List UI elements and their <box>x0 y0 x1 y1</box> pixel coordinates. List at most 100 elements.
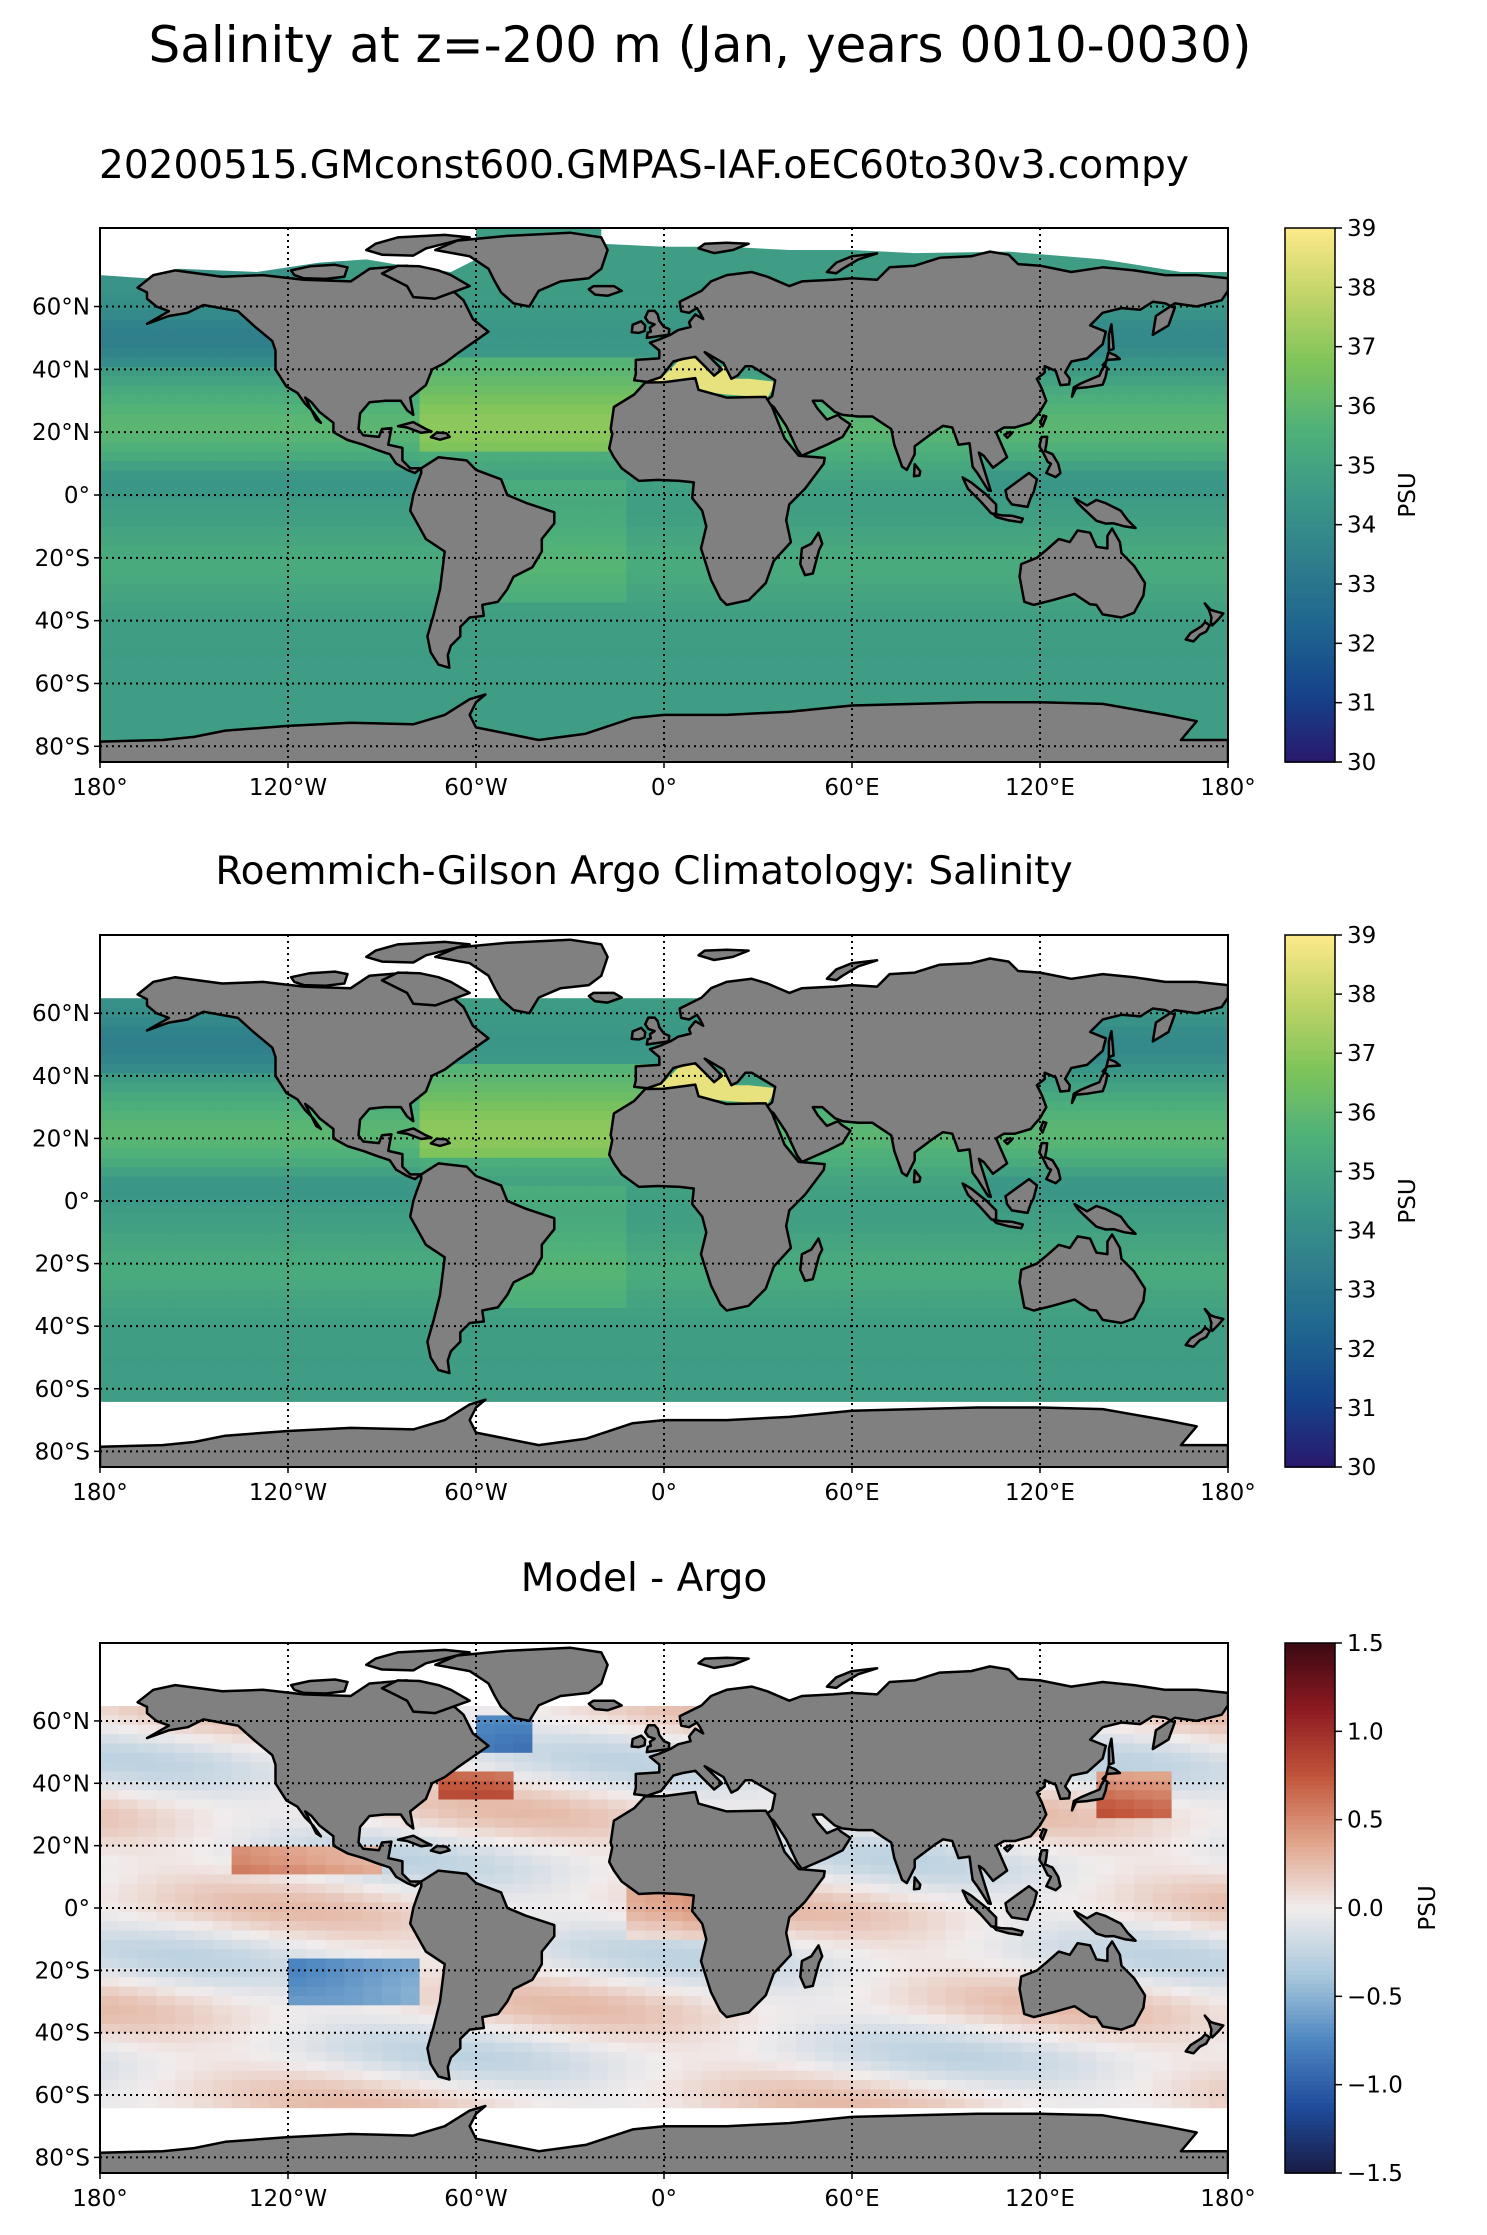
colorbar-tick-label: 0.5 <box>1347 1808 1384 1834</box>
land-hainan <box>1003 1136 1014 1146</box>
land-ireland <box>630 1026 647 1041</box>
y-tick-label: 80°S <box>35 1439 90 1465</box>
x-tick-label: 180° <box>1200 1480 1255 1506</box>
colorbar-tick-label: 34 <box>1347 1219 1376 1245</box>
x-tick-label: 120°W <box>249 775 327 801</box>
colorbar-tick-label: 35 <box>1347 1159 1376 1185</box>
land-greenland <box>434 938 609 1015</box>
y-tick-label: 20°N <box>32 1834 90 1860</box>
land-south-america <box>408 1162 556 1375</box>
y-tick-label: 20°S <box>35 1958 90 1984</box>
mediterranean-patch <box>648 356 777 398</box>
colorbar-tick-label: 1.0 <box>1347 1719 1384 1745</box>
x-tick-label: 0° <box>651 775 677 801</box>
land-ellesmere <box>365 1648 471 1672</box>
map-panel-1: 20200515.GMconst600.GMPAS-IAF.oEC60to30v… <box>32 143 1421 801</box>
x-tick-label: 180° <box>72 2186 127 2212</box>
x-tick-label: 120°W <box>249 1480 327 1506</box>
colorbar-tick-label: 1.5 <box>1347 1631 1384 1657</box>
land-svalbard <box>697 241 750 255</box>
land-sakhalin <box>1107 1737 1115 1766</box>
x-tick-label: 60°E <box>824 775 879 801</box>
land-eurasia <box>632 250 1228 493</box>
land-madagascar <box>799 531 824 577</box>
land-iceland <box>587 991 623 1004</box>
colorbar-label: PSU <box>1395 1178 1421 1223</box>
y-tick-label: 20°N <box>32 1126 90 1152</box>
y-tick-label: 60°N <box>32 1001 90 1027</box>
gridlines <box>100 228 1228 762</box>
x-tick-label: 120°E <box>1005 1480 1075 1506</box>
x-tick-label: 0° <box>651 2186 677 2212</box>
land-victoria-island <box>289 1678 349 1695</box>
land-hainan <box>1003 1844 1014 1853</box>
land-new-zealand-south <box>1184 1326 1212 1349</box>
land-baffin-island <box>380 264 471 300</box>
x-tick-label: 0° <box>651 1480 677 1506</box>
land-novaya-zemlya <box>825 1667 879 1690</box>
colorbar-tick-label: 39 <box>1347 216 1376 242</box>
land-svalbard <box>697 948 750 962</box>
map-panel-2: Roemmich-Gilson Argo Climatology: Salini… <box>32 849 1421 1506</box>
x-tick-label: 60°W <box>444 775 508 801</box>
land-japan <box>1070 1057 1122 1105</box>
land-africa <box>607 376 826 607</box>
panel-title: Roemmich-Gilson Argo Climatology: Salini… <box>215 849 1072 894</box>
panel-title: Model - Argo <box>521 1556 768 1601</box>
y-tick-label: 20°N <box>32 420 90 446</box>
land-new-zealand-north <box>1203 2014 1225 2039</box>
land-iceland <box>587 1699 623 1712</box>
land-sri-lanka <box>912 1876 922 1891</box>
x-tick-label: 60°W <box>444 1480 508 1506</box>
land-svalbard <box>697 1656 750 1670</box>
land-philippines <box>1038 1849 1062 1892</box>
land-taiwan <box>1039 1120 1048 1134</box>
land-new-zealand-north <box>1203 602 1225 627</box>
x-tick-label: 120°E <box>1005 775 1075 801</box>
land-iceland <box>587 284 623 298</box>
colorbar-tick-label: −0.5 <box>1347 1984 1403 2010</box>
colorbar-label: PSU <box>1395 472 1421 517</box>
land-java <box>991 1925 1025 1937</box>
land-new-zealand-south <box>1184 620 1212 643</box>
gridlines <box>100 1643 1228 2173</box>
land-ellesmere <box>365 940 471 964</box>
land-australia <box>1018 1233 1147 1325</box>
land-madagascar <box>799 1237 824 1283</box>
x-tick-label: 60°E <box>824 1480 879 1506</box>
colorbar-tick-label: 35 <box>1347 453 1376 479</box>
colorbar-tick-label: 33 <box>1347 1278 1376 1304</box>
land-new-guinea <box>1073 496 1137 530</box>
land-africa <box>607 1083 826 1312</box>
x-tick-label: 120°W <box>249 2186 327 2212</box>
land-philippines <box>1038 1141 1062 1185</box>
colorbar: −1.5 −1.0 −0.5 0.0 0.5 1.0 1.5 PSU <box>1284 1631 1441 2187</box>
land-ireland <box>630 1734 647 1749</box>
y-tick-label: 40°S <box>35 2021 90 2047</box>
colorbar-tick-label: 32 <box>1347 1337 1376 1363</box>
x-tick-label: 180° <box>1200 775 1255 801</box>
land-north-america <box>136 264 490 475</box>
y-tick-label: 60°N <box>32 1709 90 1735</box>
y-tick-label: 60°S <box>35 2083 90 2109</box>
land-hispaniola <box>429 1137 451 1148</box>
colorbar-tick-label: 32 <box>1347 631 1376 657</box>
land-eurasia <box>632 957 1228 1199</box>
y-tick-label: 0° <box>64 483 90 509</box>
land-novaya-zemlya <box>825 959 879 982</box>
land-antarctica <box>100 693 1228 762</box>
land-taiwan <box>1039 1827 1048 1841</box>
land-australia <box>1018 527 1147 619</box>
y-tick-label: 60°S <box>35 671 90 697</box>
land-java <box>991 512 1025 524</box>
land-taiwan <box>1039 414 1048 428</box>
colorbar-tick-label: 36 <box>1347 394 1376 420</box>
colorbar-label: PSU <box>1415 1885 1441 1930</box>
land-new-zealand-south <box>1184 2033 1212 2055</box>
land-philippines <box>1038 435 1062 479</box>
land-new-guinea <box>1073 1202 1137 1236</box>
x-tick-label: 120°E <box>1005 2186 1075 2212</box>
land-greenland <box>434 1646 609 1723</box>
no-data-region <box>601 1643 1228 1687</box>
y-tick-label: 80°S <box>35 2145 90 2171</box>
